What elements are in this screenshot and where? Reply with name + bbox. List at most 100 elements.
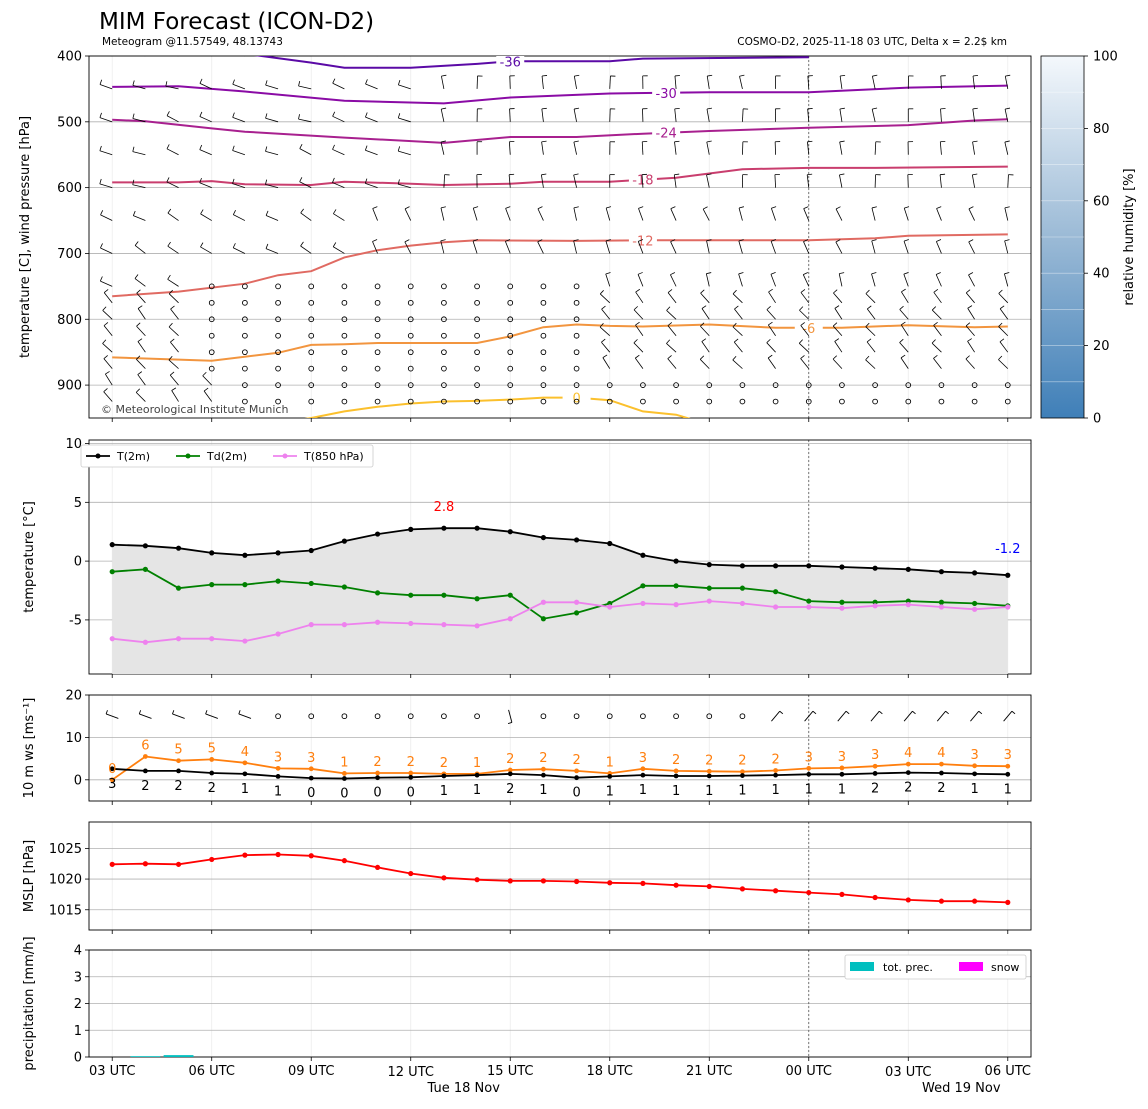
wind-barb-shaft	[201, 214, 212, 221]
wind-series-point-2	[641, 773, 646, 778]
speed-label: 1	[241, 782, 249, 797]
wind-barb-shaft	[670, 275, 676, 287]
wind-barb-flag	[105, 371, 109, 374]
wind-barb-flag	[1005, 141, 1010, 142]
wind-barb-shaft	[932, 343, 941, 352]
series-point-3	[939, 604, 944, 609]
wind-barb-shaft	[969, 242, 975, 254]
wind-barb-flag	[879, 711, 882, 714]
wind-barb-shaft	[301, 213, 312, 221]
wind-barb-shaft	[740, 76, 743, 89]
series-point-2	[839, 600, 844, 605]
wind-barb-shaft	[542, 142, 544, 155]
wind-barb-shaft	[839, 274, 842, 287]
wind-barb-shaft	[136, 359, 145, 368]
series-point-3	[143, 640, 148, 645]
series-point-3	[110, 636, 115, 641]
wind-barb-shaft	[100, 281, 112, 286]
wind-barb-shaft	[904, 241, 908, 253]
series-point-3	[375, 620, 380, 625]
wind-barb-shaft	[104, 326, 112, 336]
wind-series-point-2	[607, 774, 612, 779]
wind-series-point-2	[740, 773, 745, 778]
wind-barb-flag	[634, 306, 638, 309]
wind-barb-flag	[607, 42, 612, 43]
wind-barb-shaft	[968, 341, 975, 352]
wind-barb-flag	[833, 323, 837, 326]
wind-barb-shaft	[866, 360, 876, 369]
wind-barb-shaft	[836, 209, 842, 221]
wind-barb-shaft	[135, 279, 145, 287]
wind-barb-shaft	[734, 342, 742, 352]
wind-barb-flag	[840, 75, 845, 76]
wind-barb-flag	[542, 141, 547, 142]
calm-marker	[442, 714, 447, 719]
wind-barb-flag	[968, 339, 972, 342]
wind-barb-flag	[635, 355, 639, 358]
wind-barb-flag	[172, 710, 173, 714]
wind-barb-shaft	[398, 52, 410, 56]
wind-barb-shaft	[233, 248, 245, 254]
wind-barb-shaft	[838, 711, 846, 721]
calm-marker	[674, 399, 679, 404]
series-point-3	[906, 602, 911, 607]
wind-barb-shaft	[836, 242, 842, 253]
wind-barb-shaft	[601, 342, 609, 352]
wind-barb-flag	[168, 275, 171, 279]
wind-barb-shaft	[574, 109, 576, 122]
wind-barb-flag	[200, 243, 203, 247]
wind-barb-shaft	[707, 175, 710, 188]
wind-barb-shaft	[733, 360, 743, 369]
wind-barb-shaft	[100, 151, 112, 155]
wind-barb-flag	[706, 273, 711, 274]
isotherm-label: -12	[632, 234, 653, 249]
wind-barb-shaft	[675, 142, 677, 155]
wind-barb-shaft	[575, 43, 577, 56]
wind-barb-shaft	[638, 208, 642, 220]
gust-label: 3	[1004, 748, 1012, 763]
gust-label: 2	[373, 755, 381, 770]
wind-barb-flag	[441, 75, 446, 76]
wind-series-point-2	[276, 774, 281, 779]
calm-marker	[773, 399, 778, 404]
wind-barb-shaft	[365, 183, 377, 187]
wind-barb-shaft	[901, 325, 908, 336]
series-point-1	[408, 527, 413, 532]
calm-marker	[276, 714, 281, 719]
gust-label: 3	[838, 750, 846, 765]
calm-marker	[242, 366, 247, 371]
wind-barb-flag	[803, 272, 808, 274]
calm-marker	[375, 399, 380, 404]
wind-barb-flag	[136, 389, 140, 393]
wind-barb-flag	[168, 242, 171, 246]
wind-barb-flag	[301, 242, 304, 246]
wind-barb-shaft	[505, 241, 510, 253]
y-tick-label: 0	[74, 555, 82, 570]
wind-barb-shaft	[775, 175, 776, 188]
speed-label: 1	[771, 783, 779, 798]
wind-barb-flag	[769, 289, 773, 292]
series-point-2	[806, 598, 811, 603]
y-tick-label: 0	[74, 773, 82, 788]
wind-barb-flag	[138, 306, 142, 309]
wind-barb-flag	[900, 306, 904, 309]
isotherm-line	[112, 167, 1008, 185]
wind-barb-shaft	[441, 109, 444, 122]
wind-barb-shaft	[969, 209, 975, 221]
wind-barb-flag	[734, 339, 738, 342]
wind-series-point-1	[408, 771, 413, 776]
wind-barb-flag	[405, 240, 409, 242]
wind-barb-shaft	[442, 43, 444, 56]
speed-label: 0	[373, 786, 381, 801]
wind-series-point-2	[541, 773, 546, 778]
wind-barb-flag	[373, 207, 378, 209]
y-tick-label: 1025	[49, 842, 82, 857]
wind-barb-shaft	[904, 208, 908, 220]
gust-label: 2	[440, 756, 448, 771]
wind-barb-shaft	[700, 359, 709, 368]
wind-barb-flag	[365, 146, 367, 151]
wind-barb-shaft	[266, 151, 279, 154]
series-point-1	[673, 559, 678, 564]
